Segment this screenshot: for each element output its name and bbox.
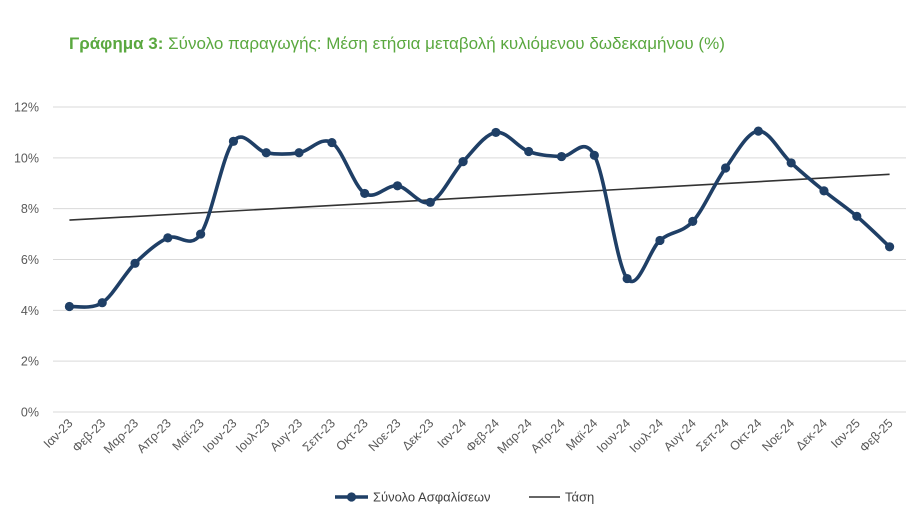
data-point (360, 188, 370, 199)
x-tick-label: Οκτ-23 (333, 416, 370, 453)
x-tick-label: Σεπ-24 (693, 416, 731, 454)
x-tick-label: Μαρ-23 (101, 416, 141, 456)
data-point (196, 229, 206, 239)
gridlines (53, 106, 906, 413)
legend-series-label: Σύνολο Ασφαλίσεων (373, 490, 491, 505)
x-tick-label: Μαρ-24 (495, 416, 535, 456)
x-axis: Ιαν-23Φεβ-23Μαρ-23Απρ-23Μαϊ-23Ιουν-23Ιου… (41, 416, 896, 456)
data-point (556, 151, 567, 162)
main-series (64, 126, 895, 312)
data-point (130, 258, 140, 268)
chart-title-label: Γράφημα 3: (69, 34, 164, 53)
y-tick-label: 6% (21, 253, 39, 267)
data-point (884, 242, 895, 252)
x-tick-label: Ιουλ-23 (233, 416, 272, 455)
y-tick-label: 12% (14, 101, 39, 115)
data-point (819, 186, 829, 196)
trend-line (69, 173, 890, 221)
legend-trend-label: Τάση (565, 490, 594, 505)
data-point (622, 273, 632, 284)
x-tick-label: Αυγ-24 (661, 416, 699, 454)
data-point (261, 148, 271, 158)
y-tick-label: 4% (21, 304, 39, 318)
y-axis: 0% 2% 4% 6% 8% 10% 12% (14, 101, 39, 420)
data-point (589, 150, 599, 160)
x-tick-label: Ιουν-23 (200, 416, 239, 455)
x-tick-label: Νοε-24 (759, 416, 797, 454)
data-point (294, 148, 304, 158)
x-tick-label: Δεκ-24 (793, 416, 830, 453)
data-point (524, 146, 534, 157)
y-tick-label: 8% (21, 202, 39, 216)
data-point (163, 233, 173, 243)
x-tick-label: Φεβ-25 (857, 416, 896, 455)
x-tick-label: Απρ-24 (528, 416, 568, 456)
data-point (425, 197, 435, 207)
data-point (688, 216, 698, 226)
data-point (786, 158, 796, 168)
series-line (67, 129, 892, 309)
data-point (458, 157, 468, 167)
x-tick-label: Ιουν-24 (594, 416, 633, 455)
data-point (720, 163, 731, 173)
x-tick-label: Νοε-23 (366, 416, 404, 454)
data-point (753, 126, 763, 136)
y-tick-label: 2% (21, 355, 39, 369)
legend-series-marker (346, 492, 357, 502)
y-tick-label: 0% (21, 406, 39, 420)
x-tick-label: Απρ-23 (134, 416, 174, 456)
data-point (97, 298, 107, 308)
trend-series (69, 173, 890, 221)
data-point (228, 136, 239, 146)
data-point (64, 301, 75, 312)
x-tick-label: Σεπ-23 (300, 416, 338, 454)
data-point (392, 181, 403, 191)
data-point (852, 211, 862, 221)
x-tick-label: Οκτ-24 (727, 416, 764, 453)
x-tick-label: Δεκ-23 (399, 416, 436, 453)
x-tick-label: Αυγ-23 (267, 416, 305, 454)
chart-title-text: Σύνολο παραγωγής: Μέση ετήσια μεταβολή κ… (168, 34, 725, 53)
chart-title: Γράφημα 3: Σύνολο παραγωγής: Μέση ετήσια… (69, 34, 725, 54)
data-point (655, 235, 665, 246)
legend: Σύνολο Ασφαλίσεων Τάση (335, 490, 594, 505)
data-point (491, 127, 501, 138)
y-tick-label: 10% (14, 151, 39, 165)
x-tick-label: Ιουλ-24 (627, 416, 666, 455)
data-point (327, 137, 337, 148)
